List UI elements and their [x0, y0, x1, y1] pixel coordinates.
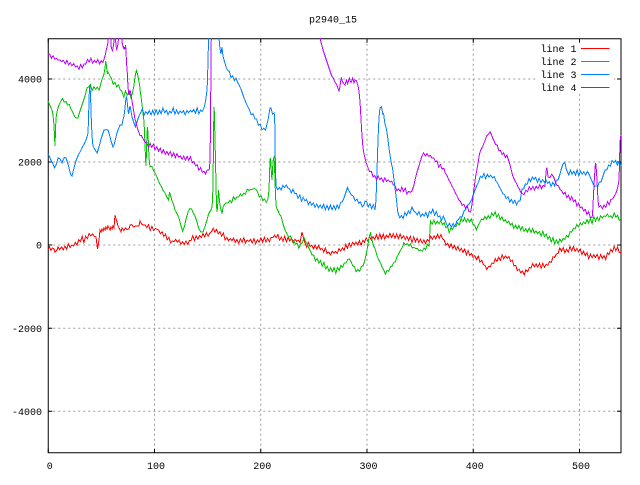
svg-text:line 3: line 3: [540, 70, 576, 82]
svg-text:2000: 2000: [18, 159, 42, 170]
svg-text:line 1: line 1: [540, 44, 576, 56]
svg-text:300: 300: [359, 462, 377, 473]
svg-text:400: 400: [466, 462, 484, 473]
svg-text:200: 200: [253, 462, 271, 473]
svg-text:100: 100: [147, 462, 165, 473]
svg-text:0: 0: [47, 462, 53, 473]
svg-text:line 2: line 2: [540, 57, 576, 69]
svg-text:4000: 4000: [18, 76, 42, 87]
svg-text:0: 0: [36, 242, 42, 253]
svg-text:500: 500: [572, 462, 590, 473]
svg-text:-4000: -4000: [12, 408, 42, 419]
svg-text:-2000: -2000: [12, 325, 42, 336]
svg-text:p2940_15: p2940_15: [309, 16, 357, 27]
svg-text:line 4: line 4: [540, 83, 576, 95]
